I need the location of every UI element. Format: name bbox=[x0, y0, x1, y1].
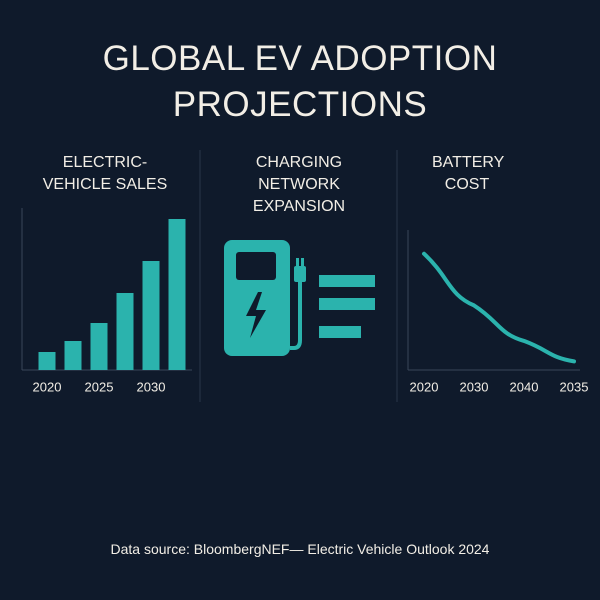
x-tick-label: 2030 bbox=[137, 379, 166, 394]
x-tick-label: 2020 bbox=[410, 379, 439, 394]
line bbox=[422, 251, 576, 364]
charger-icon bbox=[224, 240, 375, 356]
source-note: Data source: BloombergNEF— Electric Vehi… bbox=[110, 541, 490, 557]
x-tick-label: 2020 bbox=[33, 379, 62, 394]
bar bbox=[38, 352, 56, 370]
bar bbox=[116, 293, 134, 370]
panel-title: CHARGING NETWORK EXPANSION bbox=[252, 154, 346, 215]
page-title: GLOBAL EV ADOPTION PROJECTIONS bbox=[102, 39, 498, 124]
x-tick-label: 2025 bbox=[85, 379, 114, 394]
panel-title: BATTERY COST bbox=[432, 154, 505, 193]
x-tick-label: 2030 bbox=[460, 379, 489, 394]
bar bbox=[142, 261, 160, 370]
bar bbox=[64, 341, 82, 370]
x-tick-label: 2040 bbox=[510, 379, 539, 394]
bar bbox=[168, 219, 186, 370]
panel-title: ELECTRIC-VEHICLE SALES bbox=[42, 154, 168, 193]
x-tick-label: 2035 bbox=[560, 379, 589, 394]
bar bbox=[90, 323, 108, 370]
